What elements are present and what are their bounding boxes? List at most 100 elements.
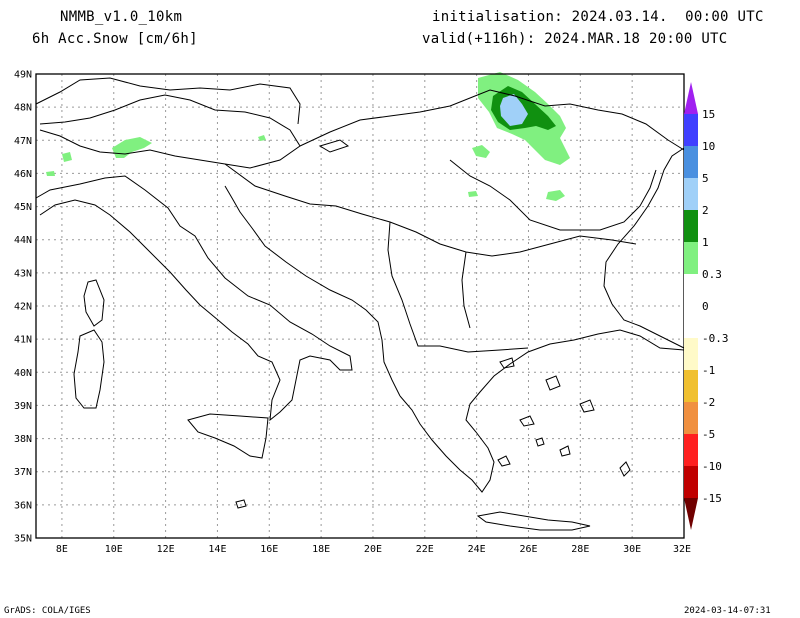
island-2 xyxy=(545,375,561,391)
island-rhodes xyxy=(619,461,631,477)
latitude-label: 45N xyxy=(14,202,32,213)
footer-right: 2024-03-14-07:31 xyxy=(684,606,771,616)
latitude-labels: 49N 48N 47N 46N 45N 44N 43N 42N 41N 40N 39N 38N 37N 3… xyxy=(14,70,32,545)
colorbar-box-zero xyxy=(684,274,698,338)
colorbar-label: 5 xyxy=(702,172,709,185)
longitude-label: 30E xyxy=(623,544,641,555)
longitude-label: 26E xyxy=(519,544,537,555)
longitude-label: 16E xyxy=(260,544,278,555)
colorbar-label: 1 xyxy=(702,236,709,249)
snow-area-carpathians-core xyxy=(500,94,528,126)
latitude-label: 38N xyxy=(14,434,32,445)
colorbar-label: 2 xyxy=(702,204,709,217)
colorbar-top-triangle xyxy=(684,82,698,114)
model-title: NMMB_v1.0_10km xyxy=(60,9,183,25)
sicily-coastline xyxy=(187,413,269,459)
romania-border xyxy=(449,159,657,231)
latitude-label: 37N xyxy=(14,467,32,478)
latitude-label: 40N xyxy=(14,368,32,379)
balkans-border-1 xyxy=(224,163,637,257)
latitude-label: 39N xyxy=(14,401,32,412)
colorbar-label: 0.3 xyxy=(702,268,722,281)
latitude-label: 49N xyxy=(14,70,32,81)
snow-area-a3 xyxy=(468,191,478,197)
island-6 xyxy=(535,437,545,447)
island-9 xyxy=(499,357,515,369)
colorbar-box-03-1 xyxy=(684,242,698,274)
black-sea-coast xyxy=(603,147,685,349)
island-5 xyxy=(559,445,571,457)
alps-border xyxy=(39,94,301,169)
latitude-label: 42N xyxy=(14,302,32,313)
latitude-label: 44N xyxy=(14,235,32,246)
colorbar-box-10-15 xyxy=(684,114,698,146)
colorbar-label: -1 xyxy=(702,364,715,377)
init-time: initialisation: 2024.03.14. 00:00 UTC xyxy=(432,9,764,25)
lat-lon-grid xyxy=(36,74,684,538)
longitude-labels: 8E 10E 12E 14E 16E 18E 20E 22E 24E 26E 28E 30E 32E xyxy=(56,544,691,555)
latitude-label: 36N xyxy=(14,500,32,511)
islands xyxy=(235,139,631,531)
greece-coastline xyxy=(399,329,685,493)
footer-left: GrADS: COLA/IGES xyxy=(4,606,91,616)
italy-coastline xyxy=(35,175,353,422)
balkans-border-2 xyxy=(387,221,529,353)
colorbar-box-5-10 xyxy=(684,146,698,178)
balkans-border-3 xyxy=(461,251,471,329)
sardinia-coastline xyxy=(73,329,105,409)
colorbar-label: 0 xyxy=(702,300,709,313)
longitude-label: 12E xyxy=(157,544,175,555)
latitude-label: 43N xyxy=(14,268,32,279)
colorbar-box-neg10 xyxy=(684,466,698,498)
colorbar-box-neg03 xyxy=(684,338,698,370)
island-1 xyxy=(519,415,535,427)
latitude-label: 35N xyxy=(14,534,32,545)
central-europe-border xyxy=(299,89,685,151)
colorbar-label: -10 xyxy=(702,460,722,473)
colorbar-box-1-2 xyxy=(684,210,698,242)
snow-area-a5 xyxy=(258,135,266,141)
snow-area-a1 xyxy=(472,145,490,158)
corsica-coastline xyxy=(83,279,105,327)
island-8 xyxy=(318,139,350,153)
adriatic-east-coast xyxy=(224,185,401,397)
latitude-label: 46N xyxy=(14,169,32,180)
colorbar-bottom-triangle xyxy=(684,498,698,530)
valid-time: valid(+116h): 2024.MAR.18 20:00 UTC xyxy=(422,31,728,47)
colorbar-label: -15 xyxy=(702,492,722,505)
island-3 xyxy=(579,399,595,413)
colorbar-label: -5 xyxy=(702,428,715,441)
longitude-label: 10E xyxy=(105,544,123,555)
longitude-label: 8E xyxy=(56,544,68,555)
latitude-label: 41N xyxy=(14,335,32,346)
latitude-label: 47N xyxy=(14,136,32,147)
island-7 xyxy=(235,499,247,509)
colorbar-label: -0.3 xyxy=(702,332,729,345)
snow-area-a2 xyxy=(546,190,565,201)
island-crete xyxy=(476,511,591,531)
snow-area-a6 xyxy=(46,171,55,176)
colorbar: 15 10 5 2 1 0.3 0 -0.3 -1 -2 -5 -10 -15 xyxy=(684,82,729,530)
field-title: 6h Acc.Snow [cm/6h] xyxy=(32,31,198,47)
latitude-label: 48N xyxy=(14,103,32,114)
colorbar-box-neg5 xyxy=(684,434,698,466)
snow-areas xyxy=(46,72,570,201)
colorbar-box-neg1 xyxy=(684,370,698,402)
island-4 xyxy=(497,455,511,467)
longitude-label: 32E xyxy=(673,544,691,555)
colorbar-label: -2 xyxy=(702,396,715,409)
snow-area-alps xyxy=(112,137,152,158)
colorbar-label: 15 xyxy=(702,108,715,121)
longitude-label: 14E xyxy=(208,544,226,555)
longitude-label: 22E xyxy=(416,544,434,555)
snow-area-a4 xyxy=(62,152,72,162)
coast-detail-1 xyxy=(35,77,301,125)
colorbar-labels: 15 10 5 2 1 0.3 0 -0.3 -1 -2 -5 -10 -15 xyxy=(702,108,729,505)
longitude-label: 24E xyxy=(468,544,486,555)
longitude-label: 18E xyxy=(312,544,330,555)
colorbar-box-neg2 xyxy=(684,402,698,434)
coastlines-borders xyxy=(35,77,685,493)
colorbar-box-2-5 xyxy=(684,178,698,210)
longitude-label: 20E xyxy=(364,544,382,555)
